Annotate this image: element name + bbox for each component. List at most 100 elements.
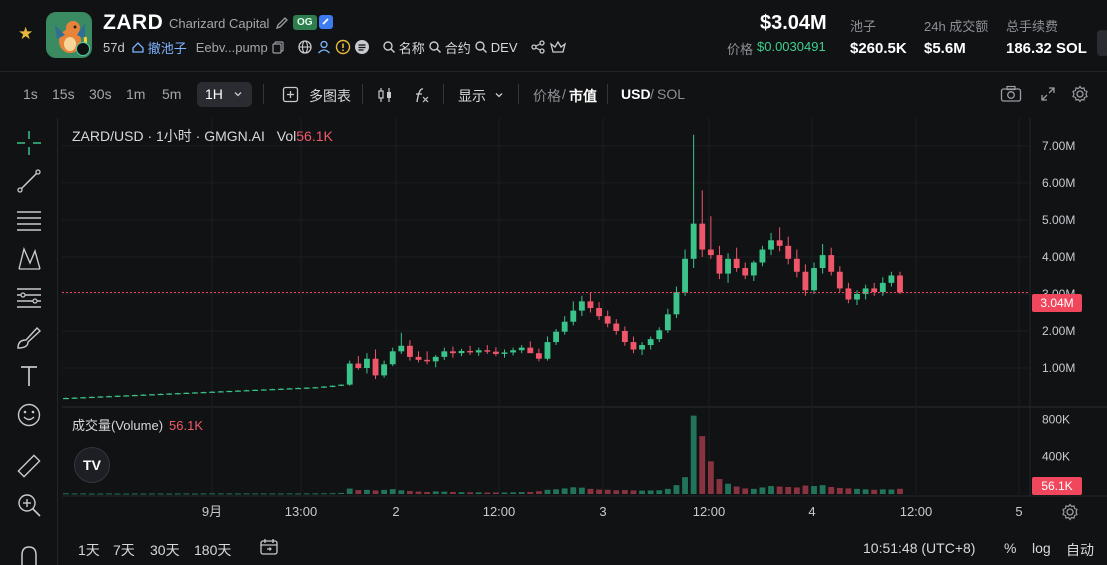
- pencil-icon[interactable]: [274, 15, 290, 31]
- volume-bar: [785, 487, 792, 494]
- crosshair-icon[interactable]: [15, 129, 43, 157]
- sol-toggle[interactable]: SOL: [657, 86, 686, 102]
- trend-line-icon[interactable]: [15, 167, 43, 195]
- candle-body: [647, 339, 654, 346]
- mcap-toggle[interactable]: 市值: [569, 88, 597, 104]
- candle-body: [475, 350, 482, 353]
- token-age: 57d: [103, 39, 125, 55]
- warning-icon[interactable]: [335, 39, 351, 55]
- candle-body: [639, 345, 645, 350]
- candle-body: [140, 394, 147, 396]
- volume-bar: [690, 415, 697, 494]
- percent-toggle[interactable]: %: [1004, 540, 1017, 556]
- volume-bar: [372, 490, 379, 494]
- display-dropdown[interactable]: 显示: [458, 88, 486, 104]
- price-toggle[interactable]: 价格: [533, 88, 561, 104]
- interval-30s[interactable]: 30s: [89, 86, 112, 102]
- user-icon[interactable]: [316, 39, 332, 55]
- range-7d[interactable]: 7天: [113, 542, 135, 558]
- volume-bar: [200, 493, 207, 495]
- candle-body: [209, 391, 216, 393]
- volume-bar: [157, 493, 164, 495]
- log-toggle[interactable]: log: [1032, 540, 1051, 556]
- candle-body: [364, 358, 370, 368]
- candle-body: [587, 301, 594, 309]
- tradingview-logo[interactable]: TV: [74, 447, 110, 483]
- candle-body: [149, 394, 155, 396]
- range-1d[interactable]: 1天: [78, 542, 100, 558]
- ruler-icon[interactable]: [15, 452, 43, 480]
- fullscreen-icon[interactable]: [1040, 86, 1056, 102]
- candle-body: [441, 351, 448, 357]
- search-contract-link[interactable]: 合约: [444, 40, 471, 56]
- fib-icon[interactable]: [15, 284, 43, 312]
- search-dev-link[interactable]: DEV: [490, 39, 518, 55]
- candle-body: [303, 387, 310, 389]
- candle-body: [226, 390, 233, 393]
- brush-icon[interactable]: [15, 323, 43, 351]
- list-icon[interactable]: [354, 39, 370, 55]
- x-tick-label: 12:00: [900, 504, 933, 519]
- range-180d[interactable]: 180天: [194, 542, 232, 558]
- candle-body: [785, 245, 792, 259]
- interval-dropdown[interactable]: 1H: [197, 82, 252, 107]
- volume-bar: [355, 490, 362, 494]
- copy-icon[interactable]: [271, 40, 285, 54]
- y-tick-label: 5.00M: [1042, 213, 1075, 227]
- volume-bar: [733, 486, 740, 494]
- candle-body: [71, 397, 78, 399]
- volume-bar: [888, 489, 895, 494]
- interval-1s[interactable]: 1s: [23, 86, 38, 102]
- magnet-icon[interactable]: [15, 543, 43, 565]
- range-30d[interactable]: 30天: [150, 542, 180, 558]
- emoji-icon[interactable]: [15, 401, 43, 429]
- interval-15s[interactable]: 15s: [52, 86, 75, 102]
- x-tick-label: 12:00: [693, 504, 726, 519]
- multi-chart-button[interactable]: 多图表: [309, 88, 351, 104]
- candle-body: [561, 321, 568, 332]
- chart-settings-icon[interactable]: [1061, 503, 1079, 521]
- globe-icon[interactable]: [297, 39, 313, 55]
- clock-time[interactable]: 10:51:48 (UTC+8): [863, 540, 976, 556]
- gear-icon[interactable]: [1071, 85, 1089, 103]
- candle-body: [879, 282, 886, 293]
- candle-body: [243, 390, 250, 392]
- star-icon[interactable]: ★: [18, 24, 34, 43]
- text-icon[interactable]: [15, 362, 43, 390]
- candle-body: [630, 342, 637, 350]
- edit-logo-icon[interactable]: [76, 42, 90, 56]
- volume-bar: [415, 491, 422, 494]
- candle-type-icon[interactable]: [376, 86, 394, 104]
- auto-toggle[interactable]: 自动: [1066, 542, 1094, 558]
- horizontal-lines-icon[interactable]: [15, 206, 43, 234]
- add-chart-icon[interactable]: [282, 86, 299, 103]
- candle-body: [836, 271, 843, 289]
- candle-body: [458, 350, 465, 354]
- stat-value: $260.5K: [850, 40, 907, 57]
- pattern-icon[interactable]: [15, 245, 43, 273]
- token-avatar[interactable]: [46, 12, 92, 58]
- interval-5m[interactable]: 5m: [162, 86, 182, 102]
- usd-toggle[interactable]: USD: [621, 86, 651, 102]
- indicators-icon[interactable]: [412, 86, 430, 104]
- search-icon: [429, 41, 441, 54]
- search-name-link[interactable]: 名称: [398, 40, 425, 56]
- pool-link[interactable]: 撤池子: [147, 40, 187, 56]
- volume-bar: [63, 493, 69, 495]
- chart-title: ZARD/USD · 1小时 · GMGN.AI: [72, 128, 265, 144]
- crown-icon[interactable]: [549, 39, 567, 55]
- volume-bar: [441, 491, 448, 494]
- share-icon[interactable]: [530, 39, 546, 55]
- date-range-icon[interactable]: [259, 537, 279, 557]
- candle-body: [897, 275, 903, 293]
- more-panel-icon[interactable]: [1097, 30, 1107, 56]
- zoom-in-icon[interactable]: [15, 491, 43, 519]
- volume-bar: [759, 487, 766, 494]
- interval-1m[interactable]: 1m: [126, 86, 146, 102]
- volume-bar: [123, 493, 130, 495]
- camera-icon[interactable]: [1000, 85, 1022, 103]
- token-address[interactable]: Eebv...pump: [195, 39, 268, 55]
- volume-bar: [750, 488, 757, 494]
- toolbar-divider: [263, 84, 264, 104]
